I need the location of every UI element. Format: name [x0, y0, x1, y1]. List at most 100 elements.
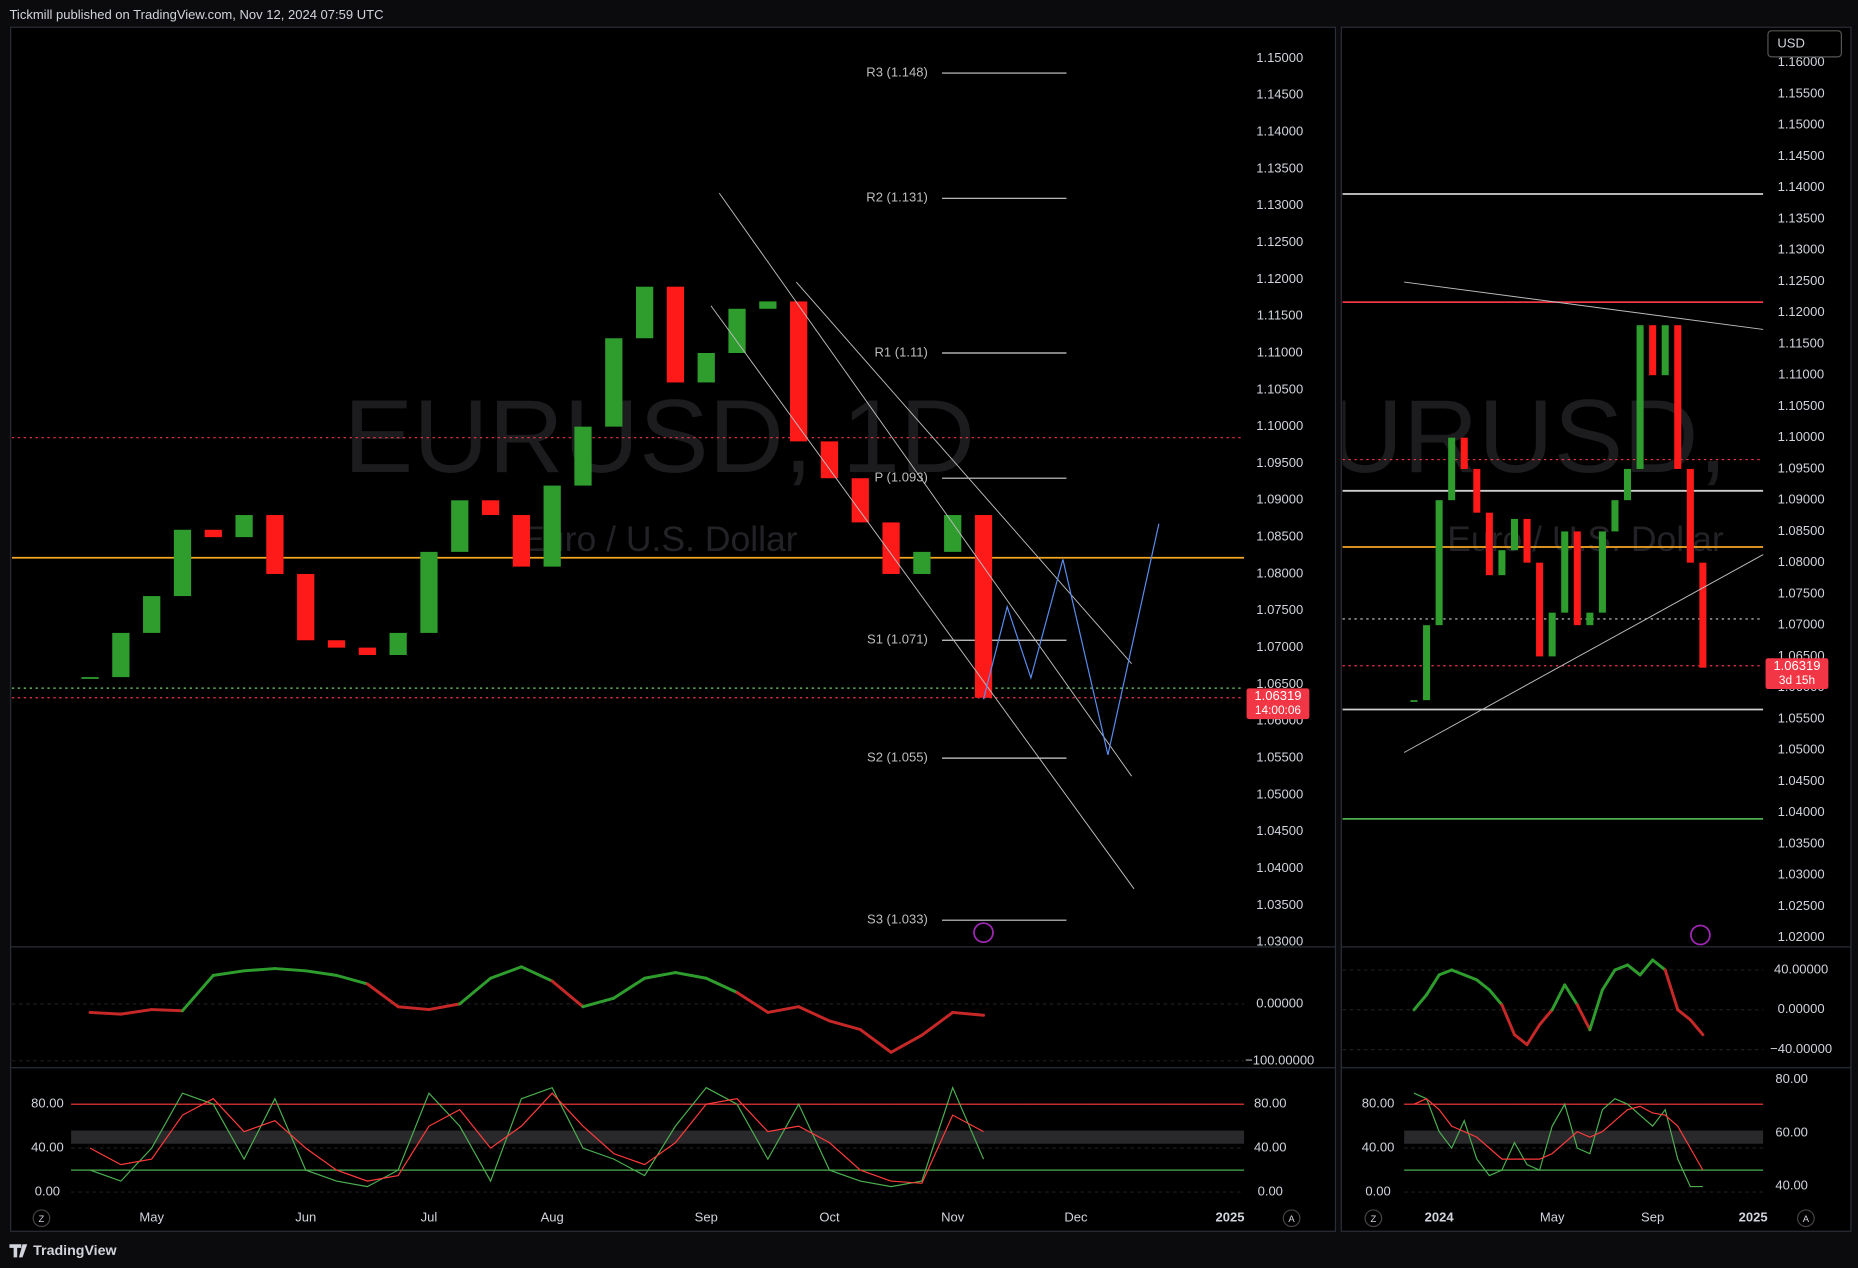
z-button[interactable]: Z: [39, 1214, 45, 1225]
candle-body: [974, 515, 993, 698]
band: [1404, 1130, 1764, 1144]
momentum-segment: [150, 1008, 184, 1013]
candle-body: [944, 515, 962, 552]
momentum-segment: [181, 973, 215, 1013]
currency-button[interactable]: [1767, 30, 1843, 58]
momentum-segment: [489, 965, 523, 980]
pivot-label: S2 (1.055): [867, 750, 928, 765]
candle-body: [358, 647, 376, 655]
momentum-segment: [1638, 958, 1655, 977]
y-tick-label: 1.05000: [1256, 786, 1303, 801]
momentum-segment: [273, 967, 308, 973]
momentum-segment: [458, 976, 493, 1006]
candle-body: [1561, 531, 1569, 613]
y2-tick-label: 80.00: [1775, 1071, 1808, 1086]
y-tick-label: 1.09000: [1256, 492, 1303, 507]
y-tick-label: 1.06500: [1256, 676, 1303, 691]
y-tick-label: 1.05000: [1778, 742, 1825, 757]
left-plot: EURUSD, 1D Euro / U.S. Dollar R3 (1.148) R2…: [11, 65, 1245, 1193]
y-tick-label: −40.00000: [1770, 1041, 1832, 1056]
candle-body: [790, 301, 808, 442]
momentum-segment: [951, 1010, 985, 1017]
candle-body: [1611, 500, 1619, 532]
candle-body: [1649, 325, 1657, 376]
candle-body: [1435, 500, 1443, 626]
y2-tick-label: 60.00: [1775, 1124, 1808, 1139]
candle-body: [635, 286, 654, 339]
momentum-segment: [1563, 983, 1579, 1007]
event-icon: [973, 922, 994, 944]
candle-body: [420, 551, 438, 633]
a-button[interactable]: A: [1803, 1214, 1810, 1225]
momentum-segment: [1663, 968, 1680, 1012]
candle-body: [1699, 562, 1707, 668]
y-tick-label: 1.08500: [1256, 529, 1303, 544]
candle-body: [481, 500, 500, 516]
momentum-segment: [1626, 963, 1642, 977]
y-tick-label: 1.07500: [1778, 585, 1825, 600]
candle-body: [1473, 468, 1481, 513]
x-tick-label: May: [1540, 1210, 1565, 1225]
candle-body: [1485, 512, 1493, 576]
x-tick-label: Dec: [1064, 1210, 1088, 1225]
y-tick-label: 1.05500: [1778, 710, 1825, 725]
y-tick-label: 1.16000: [1778, 54, 1825, 69]
price-tag-value: 1.06319: [1254, 688, 1301, 703]
momentum-segment: [889, 1033, 924, 1054]
candle-body: [389, 632, 407, 655]
y-tick-label: 1.02000: [1778, 929, 1825, 944]
momentum-segment: [643, 971, 677, 980]
y2-tick-label: 40.00: [1775, 1178, 1808, 1193]
channel-lines: [710, 192, 1764, 890]
candle-body: [666, 286, 685, 383]
candle-body: [204, 529, 222, 538]
momentum-segment: [1651, 958, 1667, 972]
candle-body: [235, 515, 253, 538]
y-tick-label: 1.14000: [1778, 179, 1825, 194]
y-tick-label: 1.14000: [1256, 123, 1303, 138]
oscillator-line: [89, 1092, 984, 1184]
y-tick-label: 1.13500: [1256, 160, 1303, 175]
candle-body: [1586, 612, 1594, 626]
pivot-label: R3 (1.148): [866, 65, 927, 80]
y-tick-label: 1.10500: [1778, 398, 1825, 413]
candle-body: [574, 426, 592, 486]
momentum-segment: [1475, 978, 1491, 992]
candle-body: [1460, 437, 1468, 469]
watermark: EURUSD, 1D: [344, 379, 975, 495]
x-tick-label: 2024: [1425, 1210, 1455, 1225]
momentum-segment: [519, 965, 554, 983]
price-tag-value: 1.06319: [1773, 658, 1820, 673]
candle-body: [143, 596, 161, 633]
candle-body: [1674, 325, 1682, 469]
y2-tick-label: 40.00: [1254, 1140, 1287, 1155]
momentum-segment: [920, 1010, 955, 1037]
momentum-segment: [704, 976, 739, 994]
y-tick-label: 1.12500: [1778, 273, 1825, 288]
x-tick-label: Jul: [421, 1210, 438, 1225]
y-tick-label: 1.10500: [1256, 381, 1303, 396]
currency-label: USD: [1777, 35, 1804, 50]
candle-body: [543, 485, 561, 567]
y-tick-label: 40.00: [1362, 1140, 1395, 1155]
candle-body: [728, 308, 746, 353]
y-tick-label: 1.13000: [1778, 242, 1825, 257]
y-tick-label: 1.04500: [1778, 773, 1825, 788]
x-tick-label: Sep: [695, 1210, 718, 1225]
z-button[interactable]: Z: [1370, 1214, 1376, 1225]
y-tick-label: 1.08000: [1778, 554, 1825, 569]
momentum-segment: [119, 1008, 154, 1016]
y-tick-label: 1.08000: [1256, 565, 1303, 580]
momentum-segment: [766, 1005, 801, 1014]
y-tick-label: 1.11500: [1778, 335, 1824, 350]
y-tick-label: 1.05500: [1256, 750, 1303, 765]
band: [71, 1130, 1245, 1144]
candle-body: [820, 441, 839, 479]
y-tick-label: −100.00000: [1245, 1052, 1314, 1067]
y-tick-label: 1.07500: [1256, 602, 1303, 617]
a-button[interactable]: A: [1288, 1214, 1295, 1225]
momentum-segment: [797, 1005, 831, 1023]
y-tick-label: 1.02500: [1778, 898, 1825, 913]
